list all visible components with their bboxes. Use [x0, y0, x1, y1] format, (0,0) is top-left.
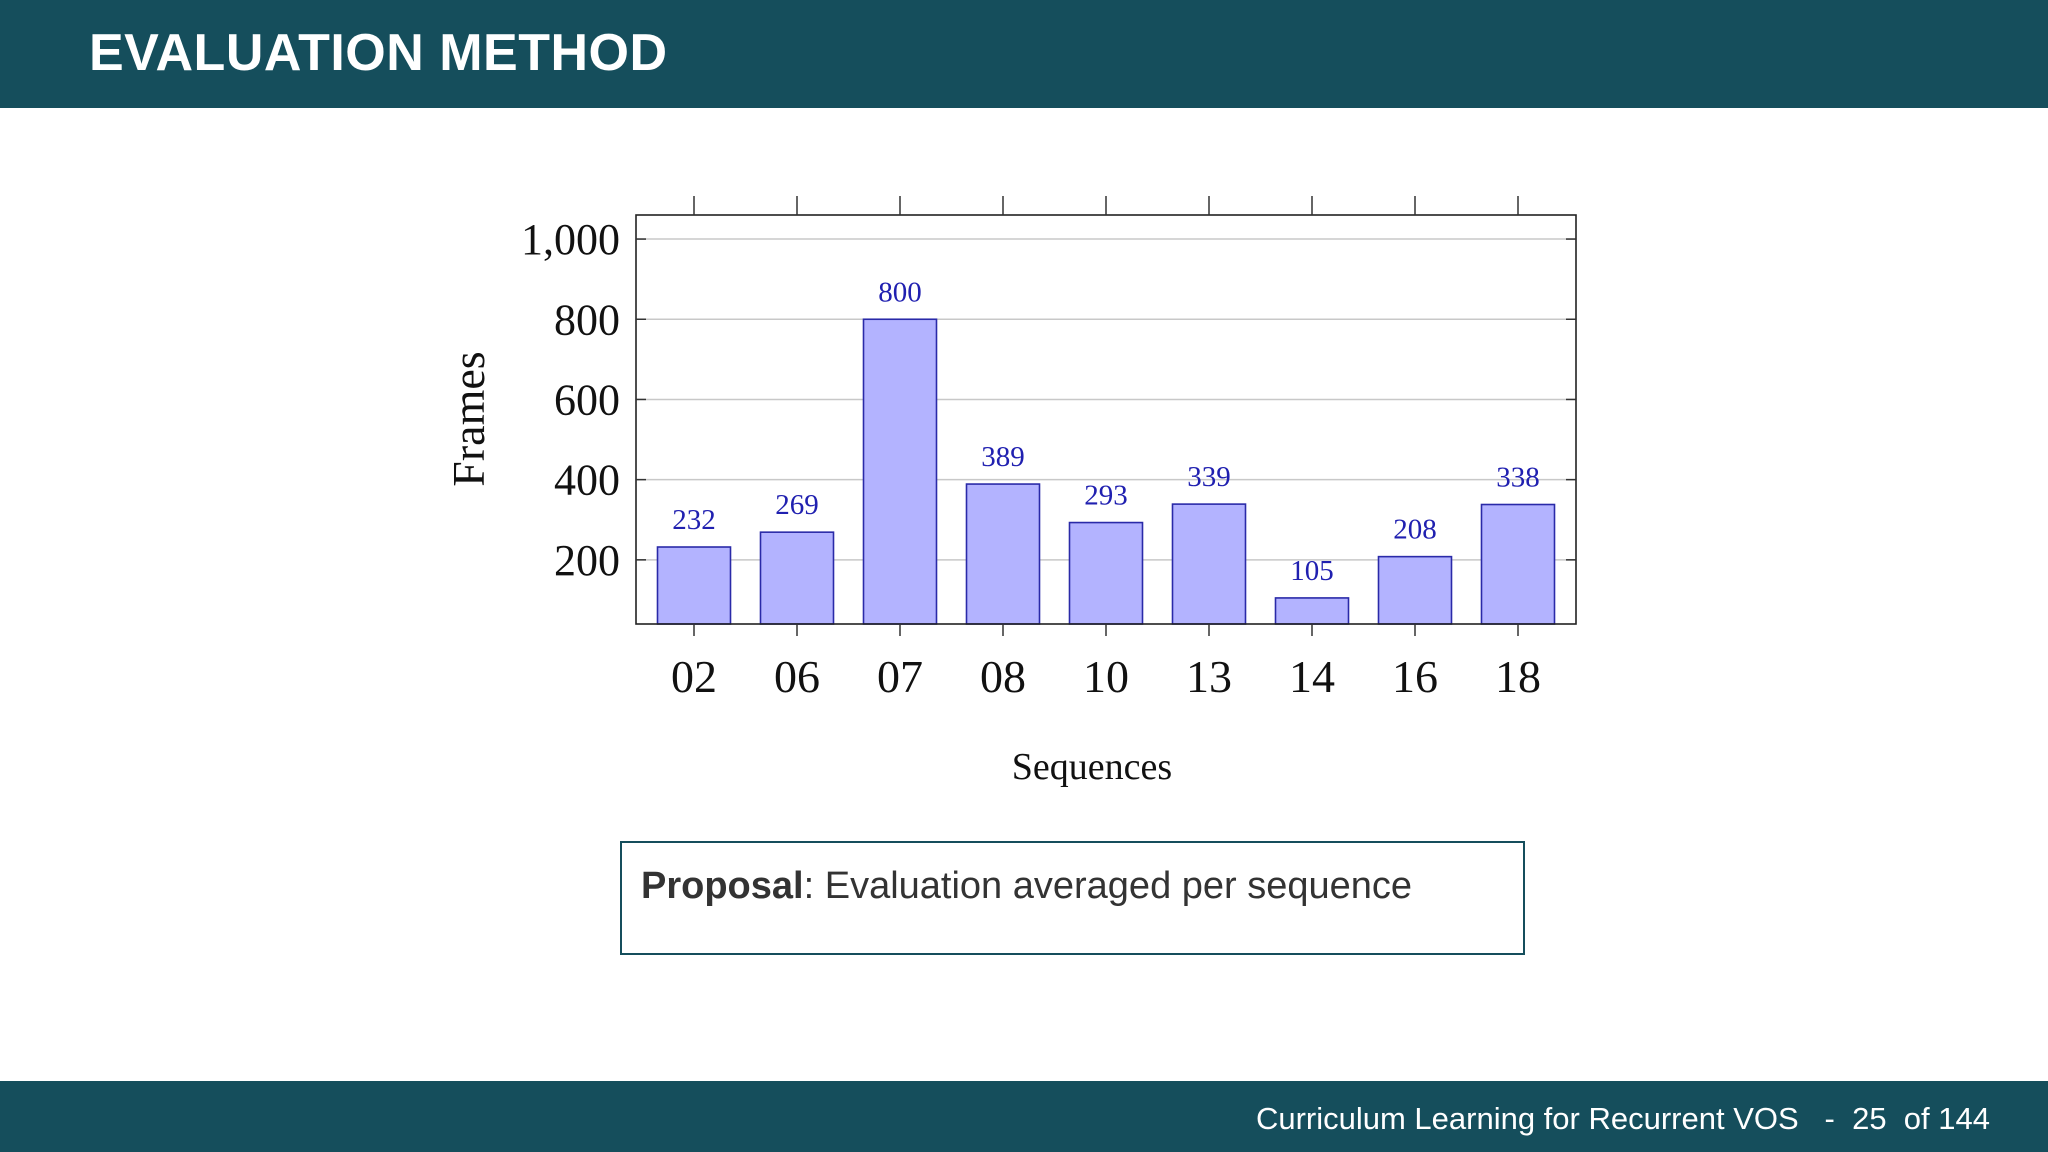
y-tick-label: 600: [554, 375, 620, 424]
bar-13: [1171, 503, 1247, 625]
page-title: EVALUATION METHOD: [89, 24, 668, 82]
x-tick-label-02: 02: [671, 651, 717, 702]
footer-text: Curriculum Learning for Recurrent VOS - …: [1256, 1099, 1990, 1139]
proposal-description: : Evaluation averaged per sequence: [803, 865, 1413, 907]
bar-18: [1480, 503, 1556, 625]
data-label-06: 269: [775, 489, 819, 521]
data-label-08: 389: [981, 441, 1025, 473]
x-tick-label-16: 16: [1392, 651, 1438, 702]
bar-10: [1068, 521, 1144, 625]
x-tick-label-18: 18: [1495, 651, 1541, 702]
proposal-label: Proposal: [641, 865, 804, 907]
data-label-14: 105: [1290, 555, 1334, 587]
y-tick-label: 800: [554, 295, 620, 344]
bars: [656, 318, 1556, 625]
presentation-title: Curriculum Learning for Recurrent VOS: [1255, 1101, 1799, 1136]
bar-chart: 200 400 600 800 1,000 232 02 269 06 800 07 389 08 293…: [443, 196, 1577, 788]
x-tick-label-14: 14: [1289, 651, 1335, 702]
x-tick-label-13: 13: [1186, 651, 1232, 702]
x-axis-label: Sequences: [1012, 746, 1172, 788]
bar-08: [965, 483, 1041, 625]
y-tick-label: 200: [554, 536, 620, 585]
bar-07: [862, 318, 938, 625]
labels: 200 400 600 800 1,000 232 02 269 06 800 07 389 08 293…: [521, 215, 1541, 702]
y-axis-label: Frames: [443, 351, 494, 486]
x-tick-label-08: 08: [980, 651, 1026, 702]
bar-06: [759, 531, 835, 625]
bar-02: [656, 546, 732, 625]
data-label-02: 232: [672, 504, 716, 536]
footer-bar: Curriculum Learning for Recurrent VOS - …: [0, 1081, 2048, 1152]
y-tick-label: 1,000: [521, 215, 620, 264]
footer-separator: -: [1824, 1101, 1835, 1136]
data-label-07: 800: [878, 276, 922, 308]
header-bar: EVALUATION METHOD: [0, 0, 2048, 108]
bar-16: [1377, 555, 1453, 625]
data-label-16: 208: [1393, 514, 1437, 546]
data-label-10: 293: [1084, 480, 1128, 512]
data-label-13: 339: [1187, 461, 1231, 493]
bar-14: [1274, 597, 1350, 625]
proposal-text: Proposal: Evaluation averaged per sequen…: [641, 863, 1412, 909]
data-label-18: 338: [1496, 462, 1540, 494]
ticks: [636, 196, 1576, 636]
x-tick-label-06: 06: [774, 651, 820, 702]
y-tick-label: 400: [554, 456, 620, 505]
x-tick-label-07: 07: [877, 651, 923, 702]
x-tick-label-10: 10: [1083, 651, 1129, 702]
proposal-box: Proposal: Evaluation averaged per sequen…: [620, 841, 1525, 955]
page-total: of 144: [1903, 1101, 1990, 1136]
page-number: 25: [1852, 1101, 1887, 1136]
